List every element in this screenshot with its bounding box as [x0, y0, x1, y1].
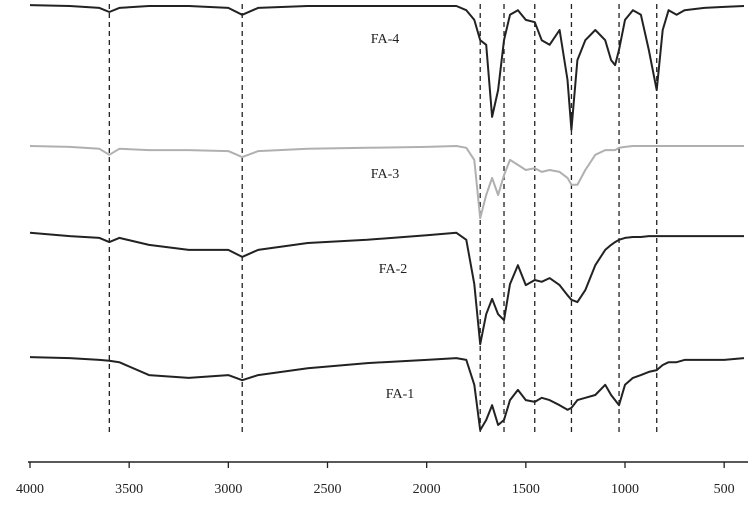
x-tick-label: 500: [714, 482, 735, 497]
x-tick-label: 1000: [611, 482, 639, 497]
series-label: FA-1: [386, 387, 415, 402]
series-label: FA-4: [371, 32, 400, 47]
x-tick-label: 2000: [413, 482, 441, 497]
spectrum-line: [29, 356, 745, 432]
series-label: FA-2: [379, 262, 408, 277]
x-tick-label: 4000: [16, 482, 44, 497]
x-tick-label: 1500: [512, 482, 540, 497]
spectrum-line: [29, 145, 744, 220]
spectrum-line: [29, 4, 745, 131]
x-tick-label: 3000: [214, 482, 242, 497]
series-label: FA-3: [371, 167, 400, 182]
x-tick-label: 3500: [115, 482, 143, 497]
spectrum-line: [29, 231, 744, 346]
x-tick-label: 2500: [314, 482, 342, 497]
